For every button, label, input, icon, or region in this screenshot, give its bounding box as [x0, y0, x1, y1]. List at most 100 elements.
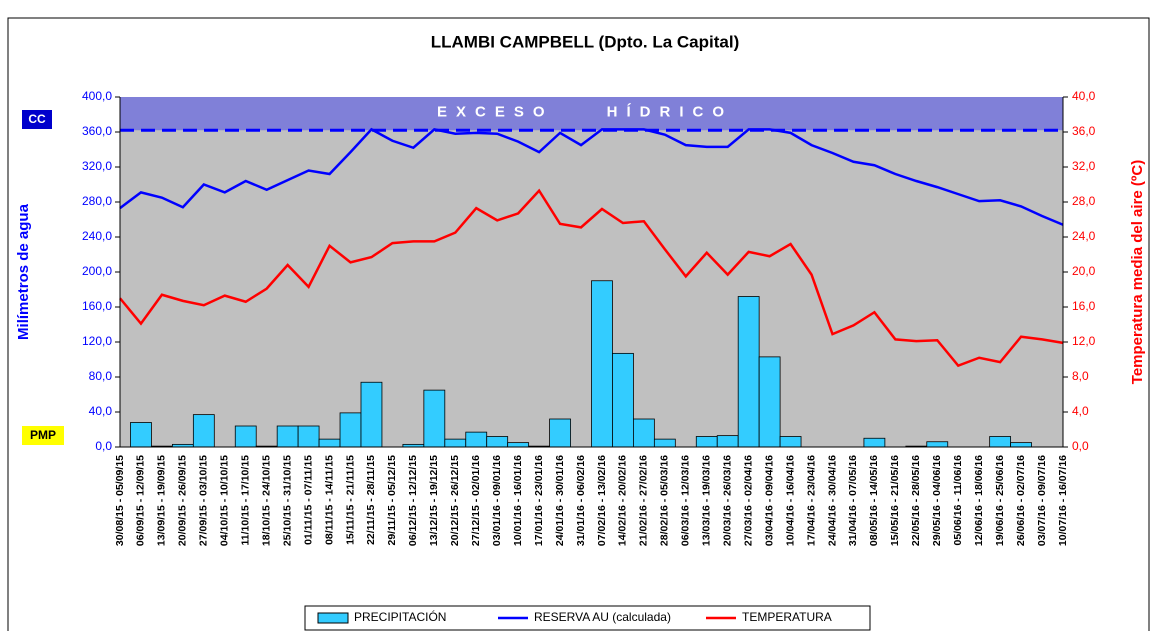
bar: [716, 435, 739, 447]
x-tick-label: 29/05/16 - 04/06/16: [931, 455, 943, 546]
y2-tick-label: 40,0: [1072, 89, 1096, 103]
x-tick-label: 13/03/16 - 19/03/16: [701, 455, 713, 546]
x-tick-label: 01/11/15 - 07/11/15: [302, 455, 314, 545]
x-tick-label: 03/07/16 - 09/07/16: [1036, 455, 1048, 546]
x-tick-label: 24/01/16 - 30/01/16: [554, 455, 566, 546]
y-tick-label: 200,0: [82, 264, 112, 278]
y-tick-label: 400,0: [82, 89, 112, 103]
pmp-box: [22, 426, 64, 445]
x-tick-label: 30/08/15 - 05/09/15: [114, 455, 126, 546]
x-tick-label: 31/04/16 - 07/05/16: [847, 455, 859, 546]
cc-box: [22, 110, 52, 129]
x-tick-label: 22/05/16 - 28/05/16: [910, 455, 922, 546]
bar: [1010, 442, 1032, 447]
x-tick-label: 21/02/16 - 27/02/16: [638, 455, 650, 546]
pmp-label: PMP: [30, 428, 56, 442]
x-tick-label: 27/03/16 - 02/04/16: [742, 455, 754, 546]
bar: [444, 438, 467, 447]
y-tick-label: 40,0: [89, 404, 113, 418]
x-tick-label: 20/03/16 - 26/03/16: [721, 455, 733, 546]
bar: [507, 442, 530, 447]
x-tick-label: 06/09/15 - 12/09/15: [135, 455, 147, 546]
y2-tick-label: 24,0: [1072, 229, 1096, 243]
y-tick-label: 0,0: [95, 439, 112, 453]
x-tick-label: 29/11/15 - 05/12/15: [386, 455, 398, 546]
x-tick-label: 07/02/16 - 13/02/16: [596, 455, 608, 546]
bar: [549, 418, 571, 447]
x-tick-label: 20/09/15 - 26/09/15: [177, 455, 189, 546]
line: [119, 127, 1064, 226]
x-tick-label: 15/11/15 - 21/11/15: [344, 455, 356, 545]
excess-band: [120, 97, 1063, 131]
x-tick-label: 25/10/15 - 31/10/15: [281, 455, 293, 546]
bar: [130, 422, 152, 447]
y2-tick-label: 16,0: [1072, 299, 1096, 313]
x-tick-label: 12/06/16 - 18/06/16: [973, 455, 985, 546]
x-tick-label: 04/10/15 - 10/10/15: [219, 455, 231, 546]
x-tick-label: 26/06/16 - 02/07/16: [1015, 455, 1027, 546]
y-axis-title: Milímetros de agua: [15, 203, 32, 340]
y-tick-label: 320,0: [82, 159, 112, 173]
cc-label: CC: [28, 112, 46, 126]
x-tick-label: 03/04/16 - 09/04/16: [763, 455, 775, 546]
y-tick-label: 280,0: [82, 194, 112, 208]
x-tick-label: 15/05/16 - 21/05/16: [889, 455, 901, 546]
x-tick-label: 28/02/16 - 05/03/16: [659, 455, 671, 546]
bar: [612, 352, 634, 447]
x-tick-label: 08/05/16 - 14/05/16: [868, 455, 880, 546]
y2-tick-label: 12,0: [1072, 334, 1096, 348]
y2-axis-title: Temperatura media del aire (ºC): [1129, 160, 1146, 384]
x-tick-label: 06/03/16 - 12/03/16: [680, 455, 692, 546]
legend-box: [304, 605, 871, 631]
y2-tick-label: 36,0: [1072, 124, 1096, 138]
bar: [234, 425, 257, 447]
excess-label: EXCESO HÍDRICO: [437, 104, 733, 121]
bar: [486, 436, 509, 447]
bar: [653, 438, 676, 447]
chart-title: LLAMBI CAMPBELL (Dpto. La Capital): [431, 32, 740, 51]
bar: [297, 425, 320, 447]
bar: [863, 437, 886, 447]
x-tick-label: 17/01/16 - 23/01/16: [533, 455, 545, 546]
x-tick-label: 11/10/15 - 17/10/15: [240, 455, 252, 546]
bar: [192, 414, 215, 447]
x-tick-label: 08/11/15 - 14/11/15: [323, 455, 335, 545]
x-tick-label: 31/01/16 - 06/02/16: [575, 455, 587, 546]
y-tick-label: 240,0: [82, 229, 112, 243]
y2-tick-label: 8,0: [1072, 369, 1089, 383]
x-tick-label: 13/09/15 - 19/09/15: [156, 455, 168, 546]
bar: [339, 412, 362, 447]
x-tick-label: 27/09/15 - 03/10/15: [198, 455, 210, 546]
y2-tick-label: 4,0: [1072, 404, 1089, 418]
bar: [989, 436, 1012, 447]
y2-tick-label: 20,0: [1072, 264, 1096, 278]
bar: [695, 436, 718, 447]
y-tick-label: 80,0: [89, 369, 113, 383]
legend-label: TEMPERATURA: [742, 610, 832, 624]
x-tick-label: 05/06/16 - 11/06/16: [952, 455, 964, 546]
bar: [737, 296, 760, 447]
y2-tick-label: 0,0: [1072, 439, 1089, 453]
bar: [465, 431, 488, 447]
legend-label: PRECIPITACIÓN: [354, 609, 446, 624]
x-tick-label: 27/12/15 - 02/01/16: [470, 455, 482, 546]
x-tick-label: 10/07/16 - 16/07/16: [1057, 455, 1069, 546]
bar: [633, 418, 655, 447]
bar: [926, 441, 949, 447]
bar: [276, 425, 299, 447]
y-tick-label: 160,0: [82, 299, 112, 313]
x-tick-label: 13/12/15 - 19/12/15: [428, 455, 440, 546]
x-tick-label: 24/04/16 - 30/04/16: [826, 455, 838, 546]
x-tick-label: 14/02/16 - 20/02/16: [617, 455, 629, 546]
y2-tick-label: 28,0: [1072, 194, 1096, 208]
x-tick-label: 10/01/16 - 16/01/16: [512, 455, 524, 546]
bar: [758, 356, 781, 447]
y-tick-label: 120,0: [82, 334, 112, 348]
line: [119, 188, 1064, 368]
bar: [360, 381, 383, 447]
x-tick-label: 17/04/16 - 23/04/16: [805, 455, 817, 546]
legend-label: RESERVA AU (calculada): [534, 610, 671, 624]
x-tick-label: 22/11/15 - 28/11/15: [365, 455, 377, 545]
x-tick-label: 03/01/16 - 09/01/16: [491, 455, 503, 546]
